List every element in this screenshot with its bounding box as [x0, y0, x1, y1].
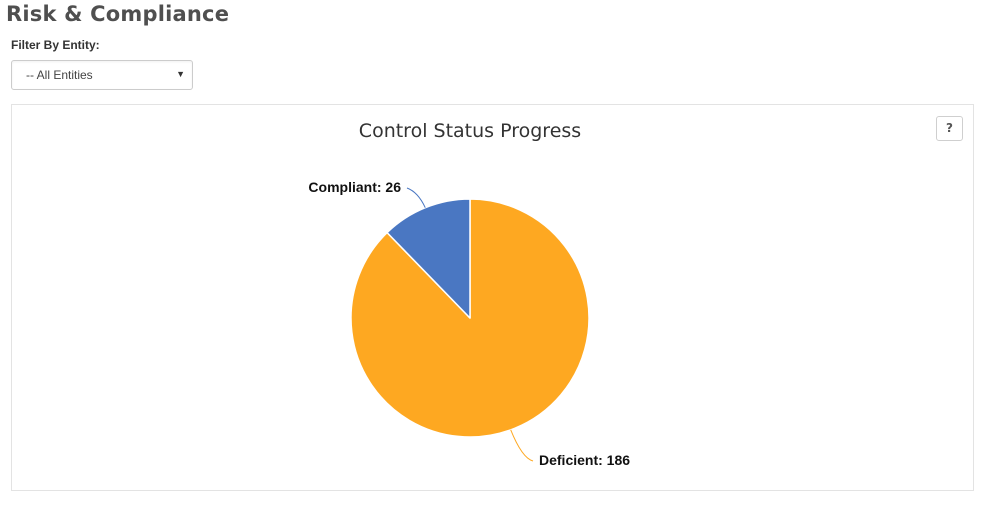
- filter-by-entity-label: Filter By Entity:: [11, 38, 100, 52]
- data-label-compliant-connector: [406, 187, 426, 208]
- data-label-deficient-connector: [510, 429, 534, 462]
- entity-filter-selected-value: -- All Entities: [26, 68, 93, 82]
- pie-slice-compliant[interactable]: [386, 198, 471, 319]
- chart-title: Control Status Progress: [359, 120, 581, 142]
- entity-filter-select[interactable]: -- All Entities ▼: [11, 60, 193, 90]
- data-label-deficient: Deficient: 186: [539, 452, 630, 468]
- help-button[interactable]: ?: [936, 116, 963, 141]
- pie-chart: Compliant: 26 Deficient: 186: [308, 179, 630, 468]
- data-label-compliant: Compliant: 26: [308, 179, 401, 195]
- page-title: Risk & Compliance: [6, 2, 230, 26]
- chevron-down-icon: ▼: [176, 69, 185, 79]
